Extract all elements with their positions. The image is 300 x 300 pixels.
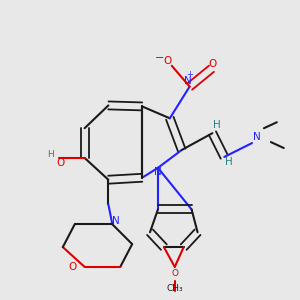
Text: H: H bbox=[48, 151, 54, 160]
Text: CH₃: CH₃ bbox=[167, 284, 183, 293]
Text: O: O bbox=[57, 158, 65, 168]
Text: H: H bbox=[214, 120, 221, 130]
Text: N: N bbox=[112, 216, 120, 226]
Text: O: O bbox=[208, 59, 217, 69]
Text: N: N bbox=[184, 76, 191, 85]
Text: O: O bbox=[171, 269, 178, 278]
Text: O: O bbox=[69, 262, 77, 272]
Text: H: H bbox=[225, 157, 233, 167]
Text: N: N bbox=[253, 132, 261, 142]
Text: +: + bbox=[186, 70, 193, 79]
Text: −: − bbox=[155, 53, 165, 63]
Text: O: O bbox=[164, 56, 172, 66]
Text: N: N bbox=[154, 167, 162, 177]
